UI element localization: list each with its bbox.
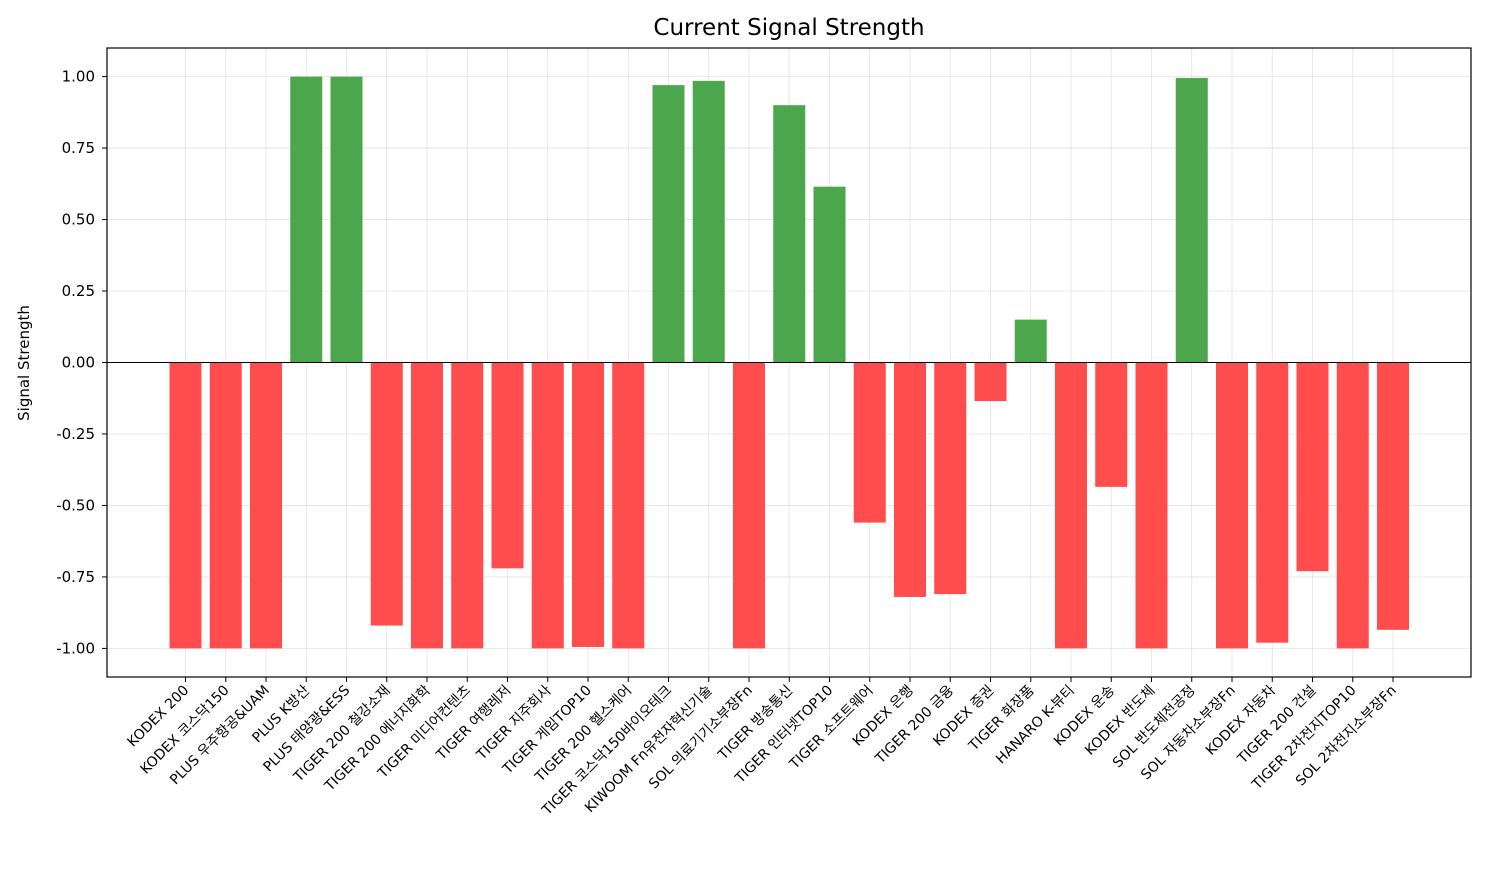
bar — [370, 362, 403, 626]
bar — [1256, 362, 1289, 643]
y-tick-label: 0.25 — [62, 282, 95, 300]
bar — [531, 362, 564, 649]
bar — [733, 362, 765, 649]
y-tick-label: 0.50 — [62, 211, 95, 229]
bar — [1377, 362, 1409, 630]
bar — [1135, 362, 1168, 649]
bar — [773, 105, 806, 363]
bar — [1216, 362, 1248, 649]
bar — [853, 362, 886, 523]
bars — [169, 76, 1409, 649]
bar — [169, 362, 202, 649]
bar — [1336, 362, 1369, 649]
y-axis-label: Signal Strength — [15, 305, 33, 421]
bar — [813, 186, 846, 363]
y-tick-label: -1.00 — [56, 639, 95, 657]
bar — [1175, 78, 1208, 363]
bar — [1296, 362, 1329, 572]
bar — [491, 362, 524, 569]
bar — [209, 362, 242, 649]
y-tick-label: 0.00 — [62, 354, 95, 372]
y-tick-label: -0.75 — [56, 568, 95, 586]
bar — [652, 85, 685, 363]
bar — [451, 362, 484, 649]
y-tick-label: -0.50 — [56, 496, 95, 514]
y-tick-label: 1.00 — [62, 68, 95, 86]
x-tick-label: KODEX 자동차 — [1203, 682, 1279, 758]
bar — [250, 362, 282, 649]
bar — [1095, 362, 1128, 487]
bar — [290, 76, 323, 363]
bar — [1055, 362, 1087, 649]
bar — [974, 362, 1007, 402]
x-tick-label: KODEX 반도체 — [1082, 683, 1158, 759]
bar — [692, 80, 725, 363]
chart-title: Current Signal Strength — [653, 15, 924, 41]
bar — [1014, 319, 1047, 363]
bar — [894, 362, 926, 597]
y-tick-label: 0.75 — [62, 139, 95, 157]
y-axis-ticks: 1.00 0.75 0.50 0.25 0.00 -0.25 -0.50 -0.75 -1.00 — [56, 68, 107, 657]
bar — [411, 362, 443, 649]
bar — [934, 362, 967, 595]
bar — [612, 362, 645, 649]
y-tick-label: -0.25 — [56, 425, 95, 443]
bar — [330, 76, 363, 363]
bar — [572, 362, 604, 647]
